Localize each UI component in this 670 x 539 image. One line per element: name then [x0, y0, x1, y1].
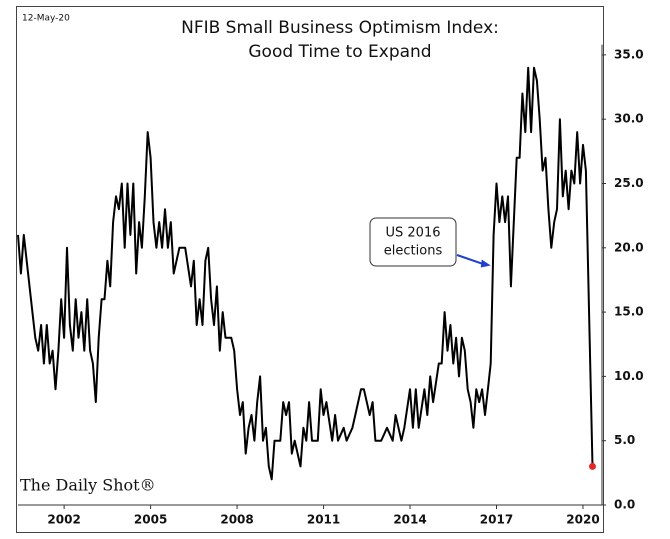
- x-tick-label: 2017: [480, 513, 513, 527]
- y-tick-label: 25.0: [614, 176, 644, 190]
- x-tick-label: 2011: [307, 513, 340, 527]
- y-tick-label: 30.0: [614, 112, 644, 126]
- y-tick-label: 20.0: [614, 240, 644, 254]
- y-tick-label: 15.0: [614, 305, 644, 319]
- chart-title: Good Time to Expand: [248, 42, 431, 62]
- frame: [16, 6, 604, 533]
- x-tick-label: 2008: [220, 513, 253, 527]
- line: [17, 66, 594, 481]
- y-tick-label: 0.0: [614, 498, 635, 512]
- x-tick-label: 2020: [566, 513, 599, 527]
- end-marker: [588, 462, 596, 470]
- annotation: US 2016: [386, 226, 441, 241]
- annotation-box: [369, 217, 457, 267]
- annotation-arrow: [456, 254, 486, 266]
- annotation-arrowhead: [480, 259, 491, 268]
- x-tick-label: 2002: [47, 513, 80, 527]
- chart-title: NFIB Small Business Optimism Index:: [181, 18, 499, 38]
- source: The Daily Shot®: [20, 476, 156, 495]
- date-label: 12-May-20: [22, 14, 70, 24]
- annotation: elections: [384, 244, 443, 259]
- x-tick-label: 2005: [134, 513, 167, 527]
- y-tick-label: 5.0: [614, 433, 635, 447]
- y-tick-label: 10.0: [614, 369, 644, 383]
- x-tick-label: 2014: [393, 513, 426, 527]
- y-tick-label: 35.0: [614, 47, 644, 61]
